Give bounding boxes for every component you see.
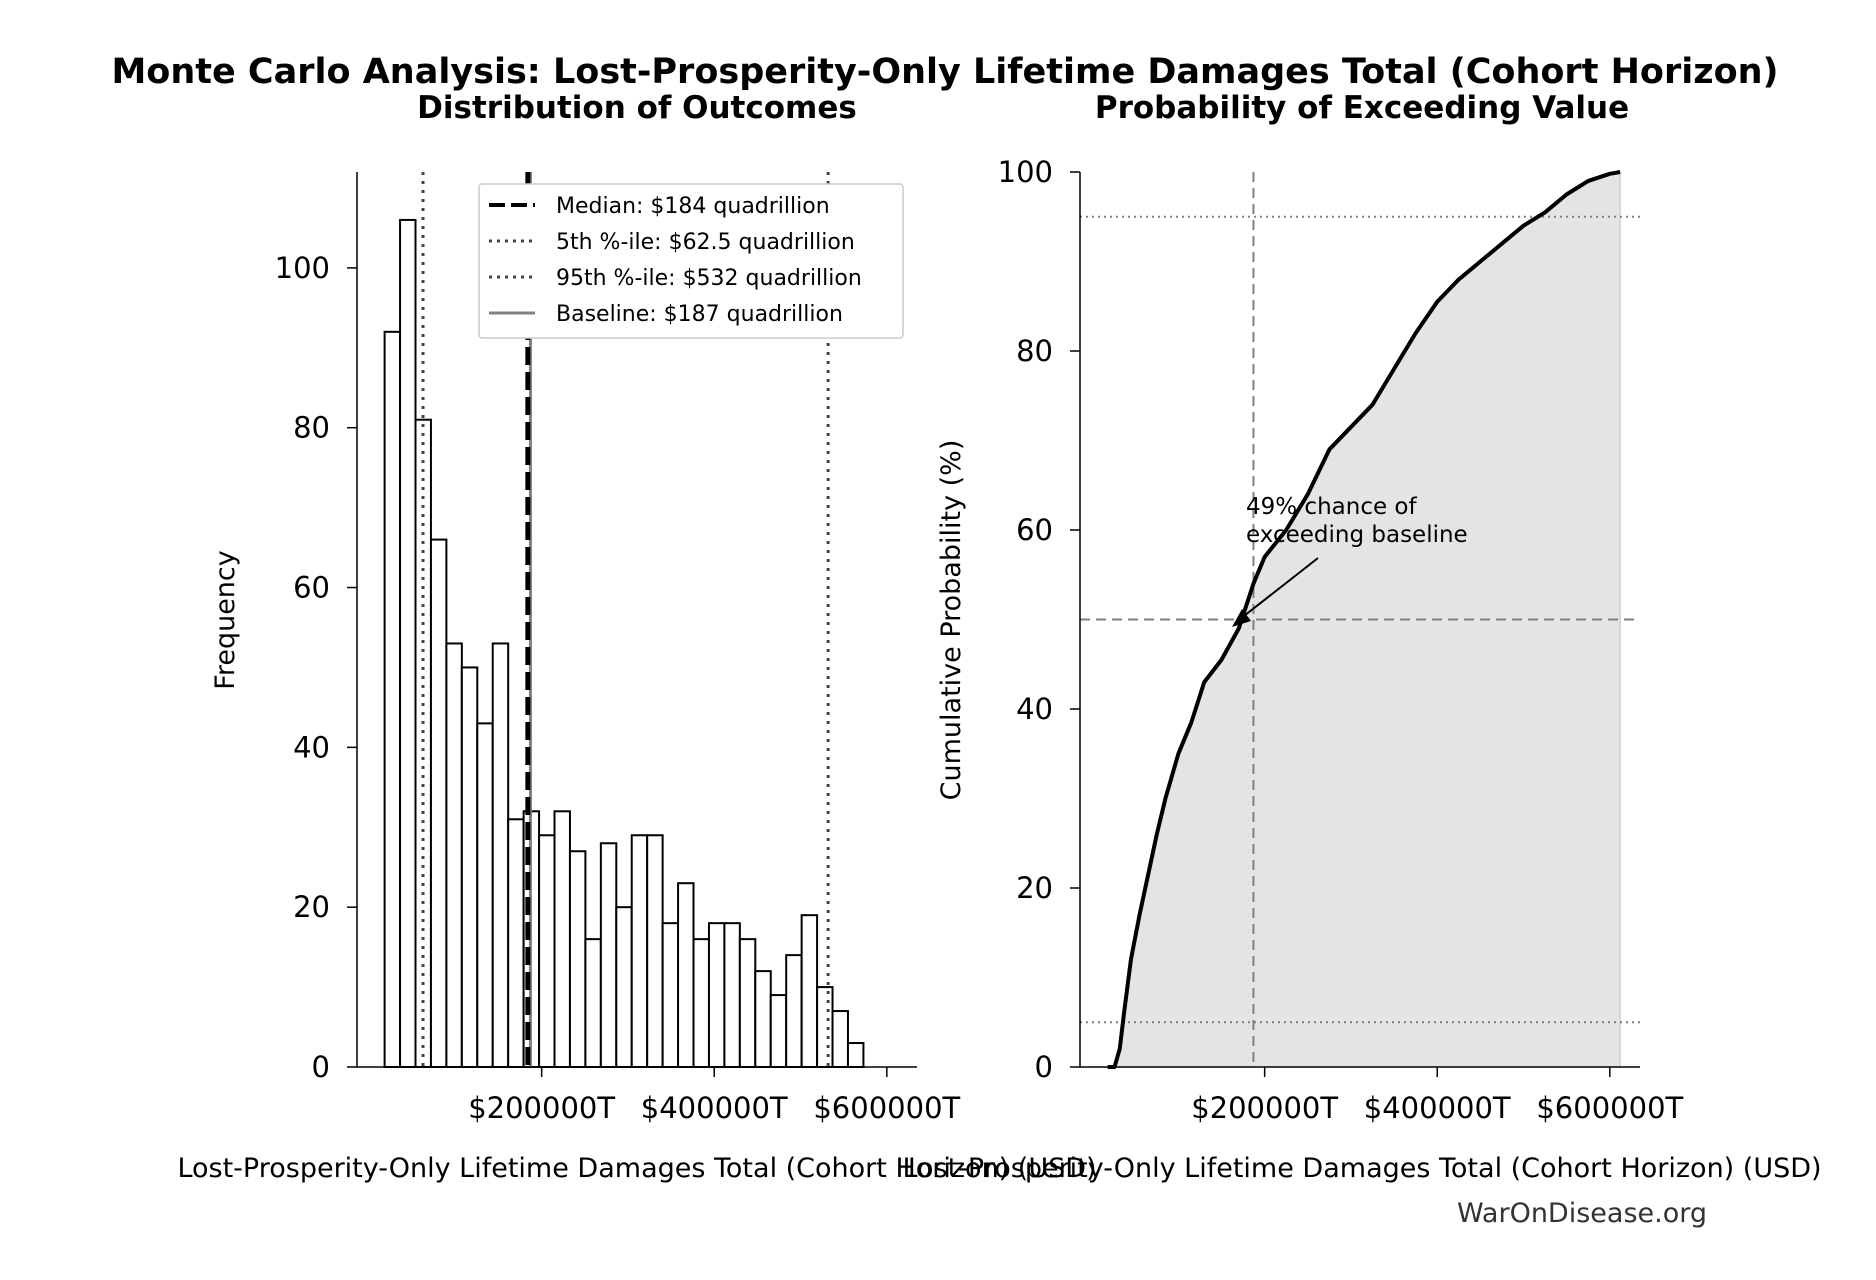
legend-label-baseline: Baseline: $187 quadrillion: [556, 302, 843, 327]
cdf-panel: Probability of Exceeding Value Cumulativ…: [902, 90, 1821, 1184]
histogram-legend: Median: $184 quadrillion 5th %-ile: $62.…: [478, 183, 904, 339]
x-tick-label: $600000T: [813, 1091, 960, 1125]
y-tick-label: 20: [1016, 871, 1053, 905]
y-tick-label: 20: [293, 890, 330, 924]
histogram-bar: [785, 954, 803, 1068]
histogram-bar: [816, 986, 834, 1069]
x-tick-label: $400000T: [641, 1091, 788, 1125]
cdf-fill-area: [1107, 172, 1621, 1067]
histogram-bar: [630, 834, 649, 1068]
legend-label-p95: 95th %-ile: $532 quadrillion: [556, 266, 862, 291]
histogram-bar: [769, 994, 788, 1069]
cdf-xlabel: Lost-Prosperity-Only Lifetime Damages To…: [902, 1153, 1821, 1184]
histogram-bar: [615, 906, 633, 1069]
y-tick-label: 0: [1035, 1050, 1053, 1084]
histogram-bar: [538, 834, 556, 1068]
histogram-title: Distribution of Outcomes: [417, 90, 857, 126]
histogram-bar: [445, 642, 463, 1068]
cdf-ylabel: Cumulative Probability (%): [936, 440, 967, 801]
annotation-text-line1: 49% chance of: [1246, 494, 1418, 520]
histogram-x-ticks: $200000T $400000T $600000T: [468, 1067, 961, 1125]
annotation-arrow: [1234, 557, 1319, 624]
histogram-bar: [846, 1042, 865, 1068]
cdf-marks: [1080, 170, 1640, 1069]
y-tick-label: 60: [293, 571, 330, 605]
y-tick-label: 60: [1016, 513, 1053, 547]
histogram-bar: [599, 842, 618, 1068]
histogram-bar: [831, 1010, 849, 1068]
cdf-x-ticks: $200000T $400000T $600000T: [1191, 1067, 1684, 1125]
histogram-bar: [723, 922, 741, 1068]
histogram-bar: [460, 666, 479, 1068]
histogram-bar: [584, 938, 602, 1069]
histogram-y-ticks: 0 20 40 60 80 100: [275, 251, 357, 1084]
histogram-panel: Distribution of Outcomes Frequency Lost-…: [177, 90, 1096, 1184]
histogram-bar: [754, 970, 772, 1068]
y-tick-label: 0: [312, 1050, 330, 1084]
legend-label-median: Median: $184 quadrillion: [556, 194, 830, 219]
y-tick-label: 40: [293, 730, 330, 764]
y-tick-label: 40: [1016, 692, 1053, 726]
x-tick-label: $200000T: [468, 1091, 615, 1125]
histogram-bar: [646, 834, 664, 1068]
histogram-bar: [491, 642, 510, 1068]
y-tick-label: 80: [1016, 334, 1053, 368]
histogram-bar: [383, 330, 402, 1069]
histogram-bar: [568, 850, 587, 1069]
x-tick-label: $400000T: [1364, 1091, 1511, 1125]
histogram-bar: [553, 810, 571, 1068]
histogram-bar: [399, 218, 417, 1069]
annotation-arrowhead: [1232, 609, 1251, 627]
watermark: WarOnDisease.org: [1457, 1198, 1707, 1229]
y-tick-label: 100: [998, 155, 1053, 189]
histogram-xlabel: Lost-Prosperity-Only Lifetime Damages To…: [177, 1153, 1096, 1184]
histogram-bar: [692, 938, 710, 1069]
cdf-annotation: 49% chance of exceeding baseline: [1232, 494, 1468, 627]
cdf-title: Probability of Exceeding Value: [1095, 90, 1629, 126]
histogram-bar: [738, 938, 757, 1069]
histogram-ylabel: Frequency: [210, 550, 241, 690]
figure-suptitle: Monte Carlo Analysis: Lost-Prosperity-On…: [111, 52, 1778, 92]
histogram-bar: [707, 922, 726, 1068]
y-tick-label: 80: [293, 411, 330, 445]
histogram-bar: [507, 818, 525, 1069]
y-tick-label: 100: [275, 251, 330, 285]
histogram-marks: [383, 172, 865, 1069]
cdf-line: [1107, 170, 1621, 1069]
x-tick-label: $600000T: [1536, 1091, 1683, 1125]
histogram-bar: [429, 538, 448, 1068]
histogram-bar: [661, 922, 680, 1068]
x-tick-label: $200000T: [1191, 1091, 1338, 1125]
cdf-y-ticks: 0 20 40 60 80 100: [998, 155, 1080, 1084]
legend-label-p5: 5th %-ile: $62.5 quadrillion: [556, 230, 855, 255]
annotation-text-line2: exceeding baseline: [1246, 522, 1468, 548]
histogram-bar: [800, 914, 819, 1068]
histogram-bar: [677, 882, 695, 1069]
legend-frame: [478, 183, 904, 339]
histogram-bar: [476, 722, 494, 1068]
